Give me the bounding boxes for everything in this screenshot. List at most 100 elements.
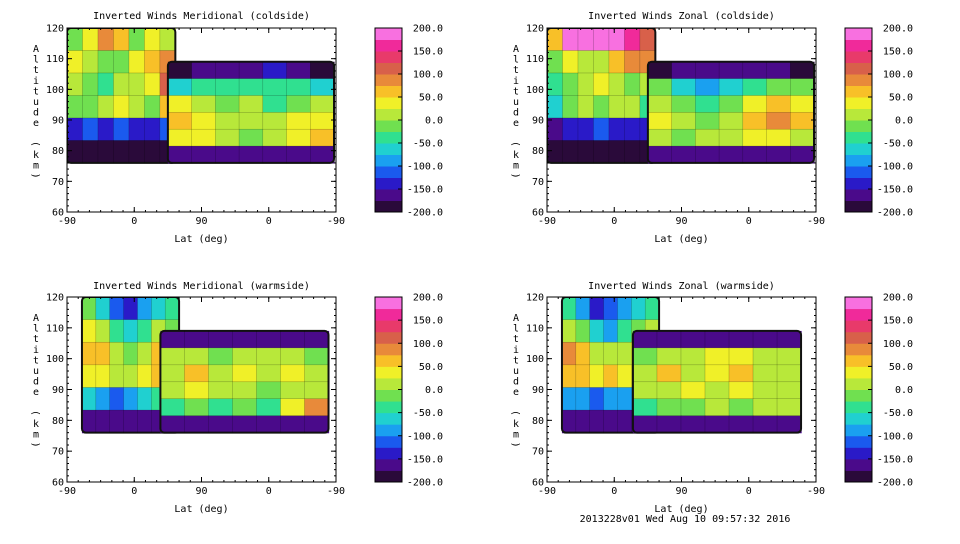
colorbar: 200.0 150.0 100.0 50.0 0.0 -50.0 -100.0 -150.0 -… xyxy=(374,293,443,489)
x-tick-label: -90 xyxy=(538,486,556,497)
x-tick-label: -90 xyxy=(807,486,825,497)
wind-cell xyxy=(262,61,288,80)
y-tick-label: 80 xyxy=(532,416,544,427)
wind-cell xyxy=(631,297,646,321)
y-tick-label: 110 xyxy=(46,54,64,65)
wind-cell xyxy=(67,140,84,164)
wind-cell xyxy=(777,347,802,366)
x-tick-label: 0 xyxy=(131,216,137,227)
wind-cell xyxy=(577,140,595,164)
wind-cell xyxy=(208,347,234,366)
wind-cell xyxy=(239,61,264,80)
x-tick-label: 0 xyxy=(266,216,272,227)
y-label-char: d xyxy=(33,377,39,388)
wind-cell xyxy=(561,297,577,321)
wind-cell xyxy=(577,50,595,74)
y-tick-label: 100 xyxy=(526,85,544,96)
wind-cell xyxy=(608,50,625,74)
wind-cell xyxy=(160,347,186,366)
wind-cell xyxy=(256,398,282,417)
wind-cell xyxy=(97,28,115,52)
colorbar-tick-label: -150.0 xyxy=(407,185,443,196)
wind-cell xyxy=(184,415,210,434)
wind-cell xyxy=(128,50,145,74)
wind-cell xyxy=(208,330,234,349)
colorbar-swatch xyxy=(375,470,402,483)
wind-cell xyxy=(624,117,641,142)
wind-cell xyxy=(165,297,180,321)
colorbar-swatch xyxy=(375,297,402,310)
wind-cell xyxy=(256,364,282,383)
colorbar-tick-label: 200.0 xyxy=(883,24,913,35)
wind-cell xyxy=(547,117,564,142)
wind-cell xyxy=(144,117,161,142)
colorbar-tick-label: 0.0 xyxy=(895,385,913,396)
y-label-char: e xyxy=(33,387,39,398)
wind-cell xyxy=(680,330,706,349)
wind-cell xyxy=(561,364,577,389)
colorbar-swatch xyxy=(845,143,872,155)
wind-cell xyxy=(562,117,579,142)
colorbar: 200.0 150.0 100.0 50.0 0.0 -50.0 -100.0 -150.0 -… xyxy=(844,293,913,489)
wind-cell xyxy=(561,319,577,343)
wind-cell xyxy=(128,72,145,97)
wind-cell xyxy=(766,146,791,164)
wind-cell xyxy=(766,78,791,97)
wind-cell xyxy=(280,330,306,349)
y-tick-label: 70 xyxy=(532,177,544,188)
wind-cell xyxy=(208,398,234,417)
y-label-char: i xyxy=(513,345,519,356)
wind-cell xyxy=(617,410,632,434)
wind-cell xyxy=(95,297,111,321)
wind-cell xyxy=(256,347,282,366)
wind-cell xyxy=(777,381,802,400)
wind-cell xyxy=(191,61,216,80)
wind-cell xyxy=(167,61,193,80)
wind-cell xyxy=(81,319,97,343)
y-label-char: u xyxy=(513,366,519,377)
wind-region-3 xyxy=(631,329,803,434)
colorbar-tick-label: 150.0 xyxy=(413,47,443,58)
y-label-char: t xyxy=(513,355,519,366)
chart-panel-3: Inverted Winds Meridional (warmside) -90 0… xyxy=(30,281,444,515)
wind-cell xyxy=(82,117,99,142)
x-tick-label: 0 xyxy=(131,486,137,497)
colorbar-swatch xyxy=(845,470,872,483)
wind-cell xyxy=(167,112,193,130)
wind-cell xyxy=(656,347,682,366)
wind-cell xyxy=(232,330,258,349)
wind-cell xyxy=(208,381,234,400)
wind-cell xyxy=(729,364,754,383)
y-label-char: e xyxy=(513,118,519,129)
wind-cell xyxy=(639,28,656,52)
y-label-char: t xyxy=(33,65,39,76)
colorbar-swatch xyxy=(845,200,872,213)
colorbar-tick-label: 150.0 xyxy=(883,47,913,58)
y-label-char: t xyxy=(33,355,39,366)
colorbar-tick-label: 100.0 xyxy=(413,339,443,350)
colorbar-swatch xyxy=(375,447,402,460)
plot-area xyxy=(80,297,330,434)
x-tick-label: 0 xyxy=(746,486,752,497)
wind-cell xyxy=(562,50,579,74)
wind-cell xyxy=(109,319,125,343)
colorbar-swatch xyxy=(375,143,402,155)
wind-cell xyxy=(680,381,706,400)
wind-cell xyxy=(719,78,744,97)
wind-cell xyxy=(656,381,682,400)
wind-cell xyxy=(617,364,632,389)
wind-cell xyxy=(160,415,186,434)
colorbar-swatch xyxy=(845,28,872,40)
wind-cell xyxy=(561,387,577,411)
y-tick-label: 120 xyxy=(46,293,64,304)
wind-cell xyxy=(95,342,111,366)
wind-cell xyxy=(671,61,696,80)
wind-cell xyxy=(562,28,579,52)
wind-cell xyxy=(790,146,815,164)
y-label-char: i xyxy=(33,345,39,356)
wind-cell xyxy=(547,28,564,52)
wind-cell xyxy=(239,129,264,147)
wind-cell xyxy=(777,415,802,434)
plot-area xyxy=(560,297,803,434)
wind-cell xyxy=(547,72,564,97)
